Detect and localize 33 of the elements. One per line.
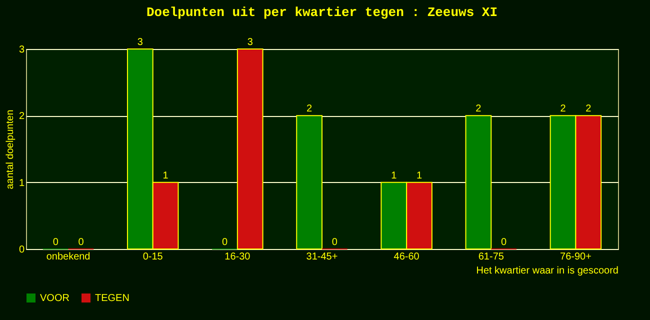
data-label: 0 xyxy=(52,237,59,248)
data-label: 3 xyxy=(137,37,144,48)
y-axis-title: aantal doelpunten xyxy=(4,110,16,190)
chart-title: Doelpunten uit per kwartier tegen : Zeeuws XI xyxy=(146,5,498,20)
y-tick-label: 1 xyxy=(18,178,25,189)
bar xyxy=(296,115,322,250)
data-label: 0 xyxy=(222,237,228,248)
x-axis-title: Het kwartier waar in is gescoord xyxy=(476,266,618,276)
data-label: 0 xyxy=(78,237,84,248)
data-label: 0 xyxy=(332,237,338,248)
y-tick-label: 3 xyxy=(18,44,25,56)
data-label: 1 xyxy=(162,170,169,182)
data-label: 2 xyxy=(586,104,592,115)
x-tick-label: 61-75 xyxy=(478,252,504,262)
data-label: 1 xyxy=(391,170,398,182)
x-tick-label: 0-15 xyxy=(142,252,164,262)
x-tick-label: 76-90+ xyxy=(560,252,592,262)
x-tick-label: onbekend xyxy=(46,252,90,262)
data-label: 2 xyxy=(306,104,313,115)
legend-label: TEGEN xyxy=(95,293,130,304)
x-tick-label: 46-60 xyxy=(394,252,420,262)
x-tick-label: 31-45+ xyxy=(306,252,338,262)
data-label: 2 xyxy=(560,104,566,115)
data-label: 3 xyxy=(247,37,254,48)
bar xyxy=(465,115,492,250)
x-tick-label: 16-30 xyxy=(224,252,251,262)
data-label: 2 xyxy=(476,104,482,115)
y-tick-label: 2 xyxy=(18,111,25,122)
data-label: 1 xyxy=(416,170,422,182)
data-label: 0 xyxy=(501,237,508,248)
legend-label: VOOR xyxy=(40,293,70,304)
bar xyxy=(236,48,264,250)
y-tick-label: 0 xyxy=(18,244,25,256)
